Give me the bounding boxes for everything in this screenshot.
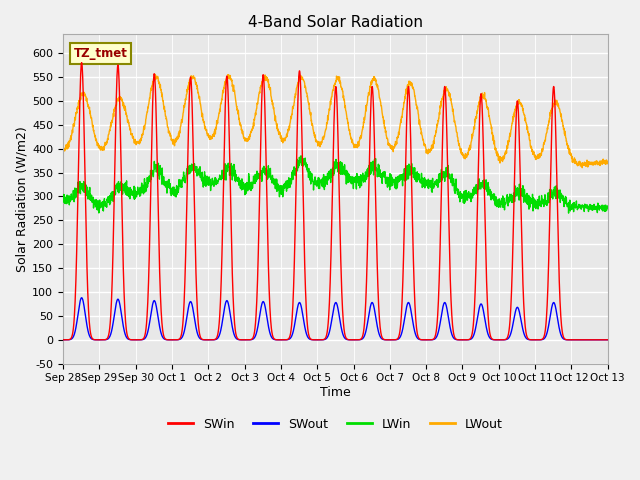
LWin bbox=[211, 180, 219, 186]
Line: SWout: SWout bbox=[63, 298, 608, 340]
LWout bbox=[363, 101, 371, 107]
SWin bbox=[556, 292, 564, 298]
SWout bbox=[494, 337, 502, 343]
LWout bbox=[152, 72, 159, 77]
Line: LWin: LWin bbox=[63, 156, 608, 213]
LWout bbox=[211, 129, 219, 135]
LWin bbox=[494, 204, 502, 209]
SWout bbox=[571, 337, 579, 343]
SWin bbox=[211, 336, 219, 342]
SWout bbox=[556, 328, 564, 334]
LWout bbox=[494, 152, 502, 158]
Legend: SWin, SWout, LWin, LWout: SWin, SWout, LWin, LWout bbox=[163, 413, 508, 436]
SWin bbox=[351, 337, 359, 343]
LWin bbox=[572, 202, 579, 207]
LWin bbox=[363, 173, 371, 179]
LWin bbox=[556, 192, 564, 198]
SWout bbox=[59, 337, 67, 343]
LWin bbox=[564, 210, 572, 216]
LWout bbox=[59, 147, 67, 153]
LWin bbox=[59, 195, 67, 201]
SWout bbox=[351, 337, 359, 343]
SWout bbox=[78, 295, 86, 300]
SWin bbox=[494, 337, 502, 343]
Y-axis label: Solar Radiation (W/m2): Solar Radiation (W/m2) bbox=[15, 126, 28, 272]
LWout bbox=[579, 165, 586, 170]
SWin bbox=[363, 262, 371, 268]
LWin bbox=[604, 204, 612, 210]
SWin bbox=[604, 337, 612, 343]
SWout bbox=[363, 323, 371, 329]
LWout bbox=[604, 159, 612, 165]
SWout bbox=[604, 337, 612, 343]
Title: 4-Band Solar Radiation: 4-Band Solar Radiation bbox=[248, 15, 423, 30]
SWin bbox=[571, 337, 579, 343]
LWout bbox=[556, 107, 564, 112]
LWin bbox=[298, 153, 305, 159]
X-axis label: Time: Time bbox=[320, 386, 351, 399]
Line: SWin: SWin bbox=[63, 63, 608, 340]
Text: TZ_tmet: TZ_tmet bbox=[74, 47, 128, 60]
LWin bbox=[351, 180, 359, 185]
SWout bbox=[211, 336, 219, 342]
SWin bbox=[59, 337, 67, 343]
Line: LWout: LWout bbox=[63, 74, 608, 168]
LWout bbox=[351, 142, 359, 147]
LWout bbox=[571, 160, 579, 166]
SWin bbox=[78, 60, 86, 66]
